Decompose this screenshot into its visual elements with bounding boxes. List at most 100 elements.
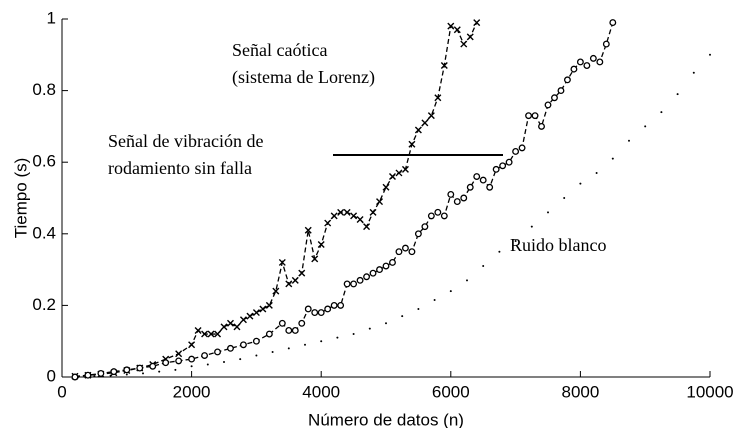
marker-x bbox=[343, 208, 351, 216]
y-axis-label: Tiempo (s) bbox=[11, 158, 30, 239]
marker-o bbox=[570, 65, 578, 73]
marker-x bbox=[220, 323, 228, 331]
marker-x bbox=[278, 258, 286, 266]
annotation: Ruido blanco bbox=[510, 235, 607, 255]
marker-o bbox=[239, 341, 247, 349]
marker-o bbox=[201, 352, 209, 359]
marker-x bbox=[259, 305, 267, 313]
x-tick-label: 6000 bbox=[432, 382, 470, 401]
marker-x bbox=[207, 330, 215, 338]
marker-o bbox=[563, 76, 571, 84]
x-axis-label: Número de datos (n) bbox=[308, 410, 464, 428]
marker-o bbox=[596, 58, 604, 66]
marker-dot bbox=[174, 368, 177, 371]
marker-o bbox=[434, 208, 442, 216]
y-tick-label: 1 bbox=[47, 8, 56, 27]
y-tick-label: 0.4 bbox=[32, 223, 56, 242]
marker-o bbox=[84, 371, 92, 379]
marker-dot bbox=[304, 343, 306, 346]
marker-o bbox=[486, 183, 494, 191]
marker-x bbox=[201, 330, 209, 338]
marker-dot bbox=[239, 358, 242, 361]
marker-o bbox=[97, 369, 105, 377]
marker-dot bbox=[271, 350, 274, 353]
marker-dot bbox=[368, 327, 371, 330]
marker-dot bbox=[142, 372, 144, 375]
marker-x bbox=[401, 165, 409, 173]
marker-dot bbox=[482, 265, 485, 268]
marker-o bbox=[356, 276, 364, 284]
marker-o bbox=[123, 366, 131, 374]
marker-o bbox=[576, 58, 584, 66]
marker-o bbox=[337, 301, 345, 309]
marker-o bbox=[440, 212, 448, 220]
marker-o bbox=[175, 357, 183, 365]
marker-o bbox=[162, 359, 170, 367]
marker-x bbox=[272, 287, 280, 295]
marker-x bbox=[337, 208, 345, 216]
marker-x bbox=[473, 19, 481, 27]
marker-x bbox=[395, 169, 403, 177]
marker-o bbox=[317, 309, 325, 317]
marker-o bbox=[298, 319, 306, 327]
marker-o bbox=[589, 54, 597, 62]
marker-dot bbox=[579, 182, 582, 185]
marker-dot bbox=[628, 139, 630, 142]
marker-dot bbox=[223, 360, 225, 363]
marker-dot bbox=[563, 197, 566, 199]
marker-dot bbox=[158, 370, 161, 373]
marker-o bbox=[330, 301, 338, 309]
marker-x bbox=[447, 22, 455, 30]
marker-o bbox=[518, 144, 526, 152]
marker-x bbox=[460, 40, 468, 48]
marker-x bbox=[427, 112, 435, 120]
marker-dot bbox=[77, 376, 80, 378]
marker-o bbox=[492, 165, 500, 173]
marker-o bbox=[311, 309, 319, 317]
marker-o bbox=[363, 273, 371, 281]
marker-dot bbox=[466, 279, 468, 282]
marker-dot bbox=[709, 53, 711, 56]
marker-x bbox=[440, 62, 448, 70]
marker-x bbox=[434, 94, 442, 102]
marker-o bbox=[401, 244, 409, 252]
x-tick-label: 4000 bbox=[302, 382, 340, 401]
marker-o bbox=[466, 183, 474, 191]
marker-o bbox=[265, 330, 273, 338]
marker-x bbox=[311, 255, 319, 263]
marker-dot bbox=[190, 365, 193, 368]
marker-dot bbox=[401, 315, 404, 318]
marker-x bbox=[330, 212, 338, 220]
marker-x bbox=[233, 323, 241, 331]
marker-o bbox=[499, 162, 507, 170]
marker-o bbox=[376, 266, 383, 274]
marker-x bbox=[363, 223, 371, 231]
marker-o bbox=[525, 112, 533, 120]
marker-o bbox=[285, 327, 293, 334]
marker-x bbox=[298, 269, 306, 277]
y-tick-label: 0.6 bbox=[32, 152, 56, 171]
marker-x bbox=[291, 276, 299, 284]
marker-o bbox=[382, 262, 390, 270]
y-tick-label: 0.8 bbox=[32, 80, 56, 99]
marker-o bbox=[538, 122, 545, 130]
x-tick-label: 2000 bbox=[173, 382, 211, 401]
marker-o bbox=[551, 94, 558, 102]
marker-o bbox=[531, 112, 539, 120]
marker-o bbox=[252, 337, 260, 345]
y-tick-label: 0.2 bbox=[32, 295, 56, 314]
marker-dot bbox=[255, 354, 258, 357]
marker-x bbox=[285, 280, 293, 288]
marker-o bbox=[602, 40, 610, 48]
marker-o bbox=[414, 230, 422, 238]
marker-o bbox=[304, 305, 312, 313]
marker-x bbox=[350, 212, 358, 220]
marker-o bbox=[214, 348, 221, 356]
marker-x bbox=[304, 226, 312, 234]
marker-o bbox=[343, 280, 351, 288]
marker-x bbox=[376, 198, 384, 206]
marker-dot bbox=[692, 71, 695, 74]
marker-dot bbox=[449, 290, 452, 293]
marker-dot bbox=[385, 322, 387, 325]
marker-x bbox=[175, 350, 183, 358]
